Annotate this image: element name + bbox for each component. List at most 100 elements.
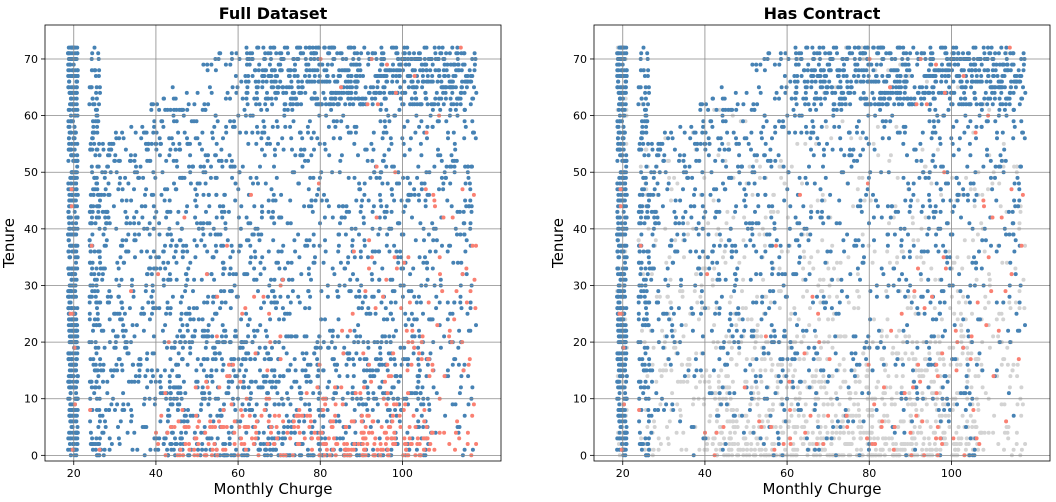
scatter-point [74, 96, 79, 101]
scatter-point [873, 447, 878, 452]
scatter-point [143, 204, 148, 209]
scatter-point [841, 357, 846, 362]
scatter-point [292, 74, 297, 78]
scatter-point [240, 311, 245, 316]
scatter-point [976, 374, 981, 379]
scatter-point [358, 334, 363, 339]
scatter-point [75, 408, 80, 412]
scatter-point [296, 181, 301, 186]
scatter-point [215, 436, 220, 441]
scatter-point [191, 289, 195, 294]
scatter-point [71, 107, 76, 112]
scatter-point [346, 45, 351, 50]
scatter-point [749, 317, 754, 322]
scatter-point [879, 334, 884, 339]
scatter-point [848, 391, 853, 396]
scatter-point [722, 436, 726, 441]
scatter-point [108, 294, 113, 299]
scatter-point [441, 181, 446, 186]
scatter-point [817, 317, 822, 322]
scatter-point [170, 368, 175, 373]
scatter-point [253, 255, 258, 260]
scatter-point [370, 277, 375, 282]
scatter-point [174, 107, 179, 112]
scatter-point [415, 442, 420, 446]
scatter-point [895, 260, 899, 265]
scatter-point [381, 447, 385, 452]
scatter-point [1015, 362, 1020, 367]
scatter-point [445, 300, 450, 305]
scatter-point [213, 153, 218, 158]
scatter-point [74, 181, 79, 186]
scatter-point [458, 300, 463, 305]
scatter-point [179, 430, 184, 435]
scatter-point [202, 300, 207, 305]
scatter-point [286, 260, 290, 265]
scatter-point [445, 249, 450, 254]
scatter-point [157, 136, 162, 141]
scatter-point [402, 45, 407, 50]
scatter-point [88, 221, 93, 226]
scatter-point [297, 442, 302, 446]
scatter-point [144, 130, 149, 135]
scatter-point [937, 391, 942, 396]
scatter-point [428, 249, 432, 254]
scatter-point [802, 255, 807, 260]
scatter-point [252, 96, 257, 101]
scatter-point [356, 153, 360, 158]
scatter-point [163, 266, 168, 271]
scatter-point [123, 147, 128, 152]
scatter-point [430, 221, 435, 226]
scatter-point [390, 74, 395, 78]
scatter-point [421, 402, 426, 407]
scatter-point [269, 300, 274, 305]
scatter-point [178, 238, 183, 243]
scatter-point [702, 447, 707, 452]
scatter-point [90, 96, 95, 101]
scatter-point [254, 402, 259, 407]
scatter-point [366, 306, 371, 311]
scatter-point [92, 391, 97, 396]
scatter-point [90, 215, 94, 220]
scatter-point [341, 204, 346, 209]
scatter-point [286, 419, 291, 424]
scatter-point [68, 323, 73, 328]
scatter-point [366, 62, 371, 67]
scatter-point [213, 68, 218, 73]
scatter-point [447, 442, 452, 446]
scatter-point [358, 68, 363, 73]
scatter-point [456, 362, 461, 367]
scatter-point [95, 130, 100, 135]
scatter-point [247, 402, 251, 407]
scatter-point [96, 74, 101, 78]
scatter-point [206, 102, 211, 107]
scatter-point [68, 413, 73, 418]
scatter-point [173, 442, 178, 446]
scatter-point [265, 391, 270, 396]
scatter-point [222, 402, 226, 407]
scatter-point [815, 249, 820, 254]
scatter-point [117, 136, 122, 141]
scatter-point [75, 45, 80, 50]
scatter-point [343, 232, 348, 237]
scatter-point [131, 362, 136, 367]
scatter-point [285, 425, 290, 429]
scatter-point [376, 419, 381, 424]
scatter-point [176, 130, 181, 135]
scatter-point [72, 147, 77, 152]
scatter-point [998, 204, 1003, 209]
scatter-point [95, 289, 100, 294]
scatter-point [66, 447, 71, 452]
scatter-point [246, 141, 251, 146]
scatter-point [204, 374, 209, 379]
scatter-point [852, 402, 857, 407]
scatter-point [371, 147, 376, 152]
scatter-point [272, 221, 277, 226]
scatter-point [365, 442, 370, 446]
scatter-point [918, 255, 923, 260]
scatter-point [397, 413, 402, 418]
scatter-point [365, 408, 370, 412]
scatter-point [332, 272, 337, 277]
scatter-point [121, 323, 126, 328]
scatter-point [469, 164, 474, 169]
